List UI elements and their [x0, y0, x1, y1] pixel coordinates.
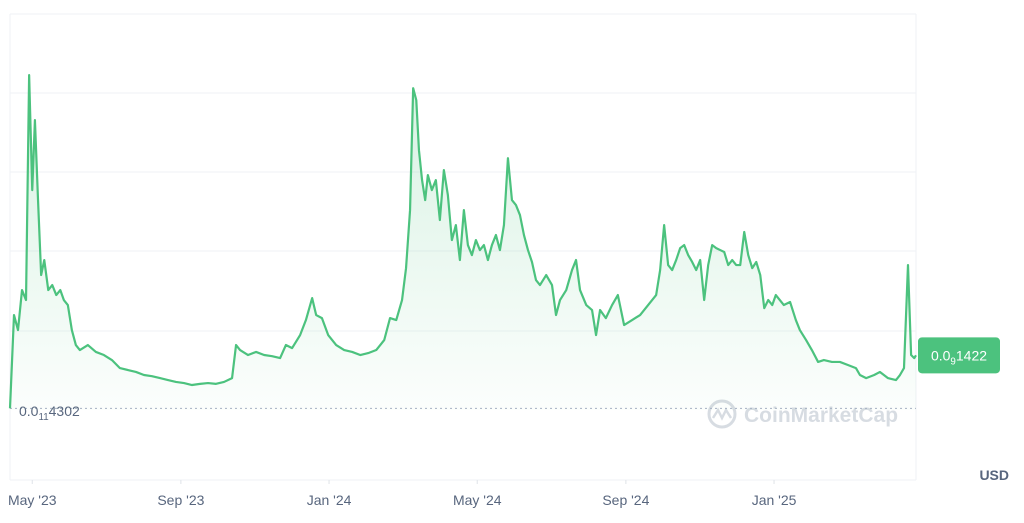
label-digits: 1422	[956, 347, 987, 363]
label-zeros: 9	[950, 356, 955, 367]
x-tick-label: Sep '23	[157, 492, 204, 508]
watermark-logo	[711, 407, 733, 421]
last-price-label: 0.091422	[931, 347, 987, 367]
x-tick-label: May '24	[453, 492, 502, 508]
currency-label: USD	[979, 467, 1009, 483]
x-tick-label: May '23	[8, 492, 57, 508]
label-zeros: 11	[38, 412, 48, 423]
last-price-tag	[918, 337, 1000, 374]
x-tick-label: Sep '24	[602, 492, 649, 508]
label-lead: 0.0	[931, 347, 951, 363]
price-line	[8, 74, 917, 409]
price-area	[10, 75, 916, 410]
x-tick-label: Jan '25	[752, 492, 797, 508]
x-tick-label: Jan '24	[307, 492, 352, 508]
